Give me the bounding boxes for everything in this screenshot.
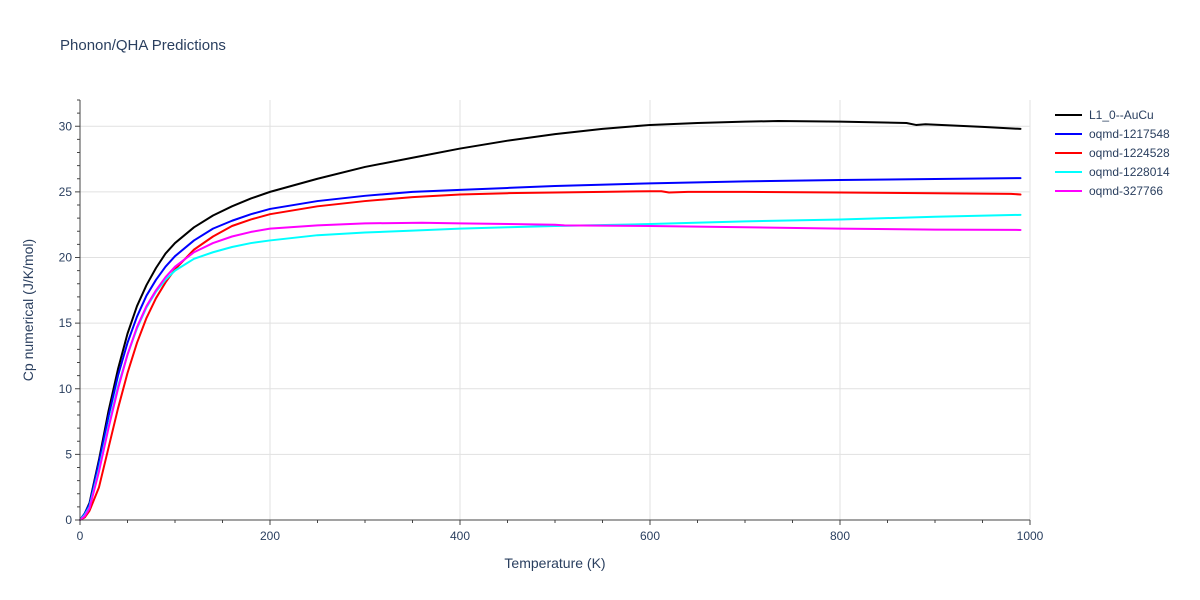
x-axis-title: Temperature (K) <box>504 555 605 571</box>
legend[interactable]: L1_0--AuCu oqmd-1217548 oqmd-1224528 oqmd-1… <box>1055 108 1170 198</box>
y-tick-label: 15 <box>59 316 73 330</box>
axes-layer <box>75 99 1031 525</box>
x-tick-label: 200 <box>260 529 280 543</box>
chart-title: Phonon/QHA Predictions <box>60 37 226 54</box>
legend-item-2[interactable]: oqmd-1224528 <box>1055 146 1170 160</box>
legend-label: oqmd-1228014 <box>1089 165 1170 179</box>
x-tick-label: 600 <box>640 529 660 543</box>
x-tick-label: 0 <box>77 529 84 543</box>
series-line-1 <box>79 177 1022 521</box>
legend-label: oqmd-1217548 <box>1089 127 1170 141</box>
y-tick-label: 10 <box>59 382 73 396</box>
y-axis-title: Cp numerical (J/K/mol) <box>20 239 36 381</box>
legend-item-4[interactable]: oqmd-327766 <box>1055 184 1163 198</box>
y-tick-label: 5 <box>65 447 72 461</box>
ticks-layer: 0 200 400 600 800 1000 0 5 10 15 20 25 30 <box>59 119 1044 543</box>
legend-item-0[interactable]: L1_0--AuCu <box>1055 108 1154 122</box>
legend-label: oqmd-1224528 <box>1089 146 1170 160</box>
series-line-4 <box>79 221 1022 521</box>
y-tick-label: 0 <box>65 513 72 527</box>
x-tick-label: 400 <box>450 529 470 543</box>
series-line-2 <box>79 190 1022 521</box>
y-tick-label: 20 <box>59 251 73 265</box>
x-tick-label: 1000 <box>1017 529 1044 543</box>
series-layer <box>79 120 1022 521</box>
series-line-3 <box>79 213 1022 521</box>
y-tick-label: 25 <box>59 185 73 199</box>
legend-label: oqmd-327766 <box>1089 184 1163 198</box>
x-tick-label: 800 <box>830 529 850 543</box>
series-line-0 <box>79 120 1022 521</box>
legend-label: L1_0--AuCu <box>1089 108 1154 122</box>
legend-item-3[interactable]: oqmd-1228014 <box>1055 165 1170 179</box>
y-tick-label: 30 <box>59 119 73 133</box>
grid-layer <box>80 100 1031 520</box>
legend-item-1[interactable]: oqmd-1217548 <box>1055 127 1170 141</box>
